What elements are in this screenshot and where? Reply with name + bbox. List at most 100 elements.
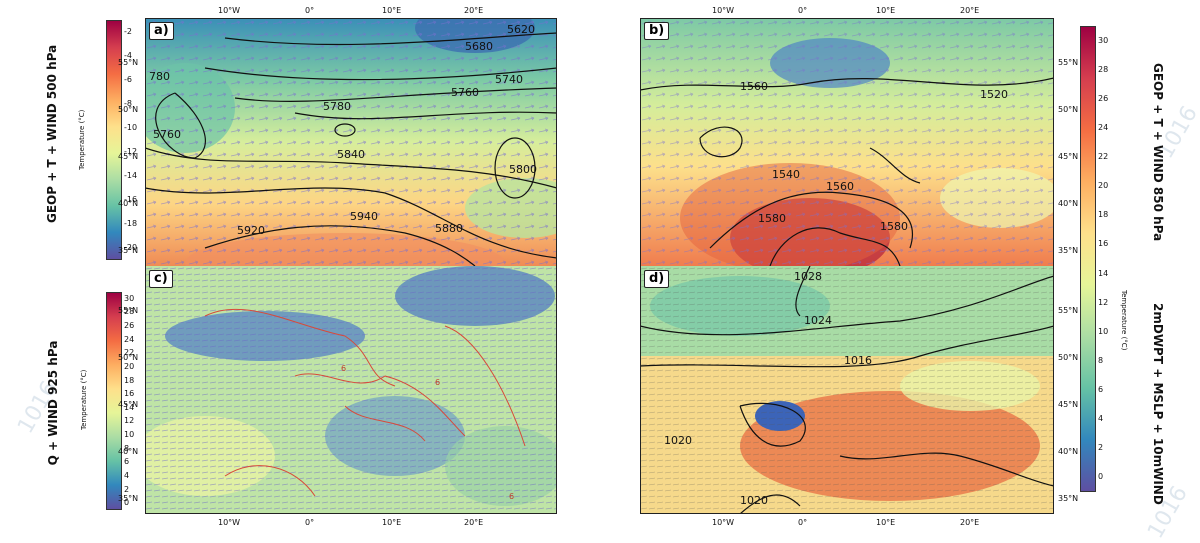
lat-tick: 45°N: [118, 152, 139, 161]
lon-tick: 10°W: [218, 518, 241, 527]
lat-tick: 40°N: [118, 199, 139, 208]
lat-tick: 35°N: [118, 494, 139, 503]
colorbar-tick: 0: [124, 498, 130, 508]
lon-tick: 0°: [305, 6, 315, 15]
lon-tick: 0°: [305, 518, 315, 527]
colorbar-tick: 14: [1098, 268, 1109, 278]
contour-label: 5780: [323, 100, 351, 113]
contour-label: 6: [341, 364, 347, 373]
lat-tick: 45°N: [1058, 152, 1079, 161]
colorbar-tick: -18: [124, 219, 138, 228]
colorbar-tick: -10: [124, 123, 138, 132]
colorbar-tick: 26: [124, 321, 135, 331]
lat-tick: 50°N: [1058, 105, 1079, 114]
colorbar-tick: 18: [124, 375, 135, 385]
contour-label: 1016: [844, 354, 872, 367]
colorbar-tick: 28: [124, 307, 135, 317]
panel-b-label: b): [644, 22, 670, 40]
row2-left-title: Q + WIND 925 hPa: [46, 340, 60, 466]
colorbar-tick: 22: [124, 348, 135, 358]
colorbar-tick: 18: [1098, 210, 1109, 220]
row2-right-title: 2mDWPT + MSLP + 10mWIND: [1151, 303, 1165, 505]
colorbar-tick: 8: [1098, 355, 1104, 365]
colorbar-tick: 24: [1098, 122, 1109, 132]
lon-tick: 20°E: [464, 6, 484, 15]
colorbar-tick: 2: [124, 484, 130, 494]
contour-label: 1560: [826, 180, 854, 193]
colorbar-tick: 26: [1098, 93, 1109, 103]
colorbar-right: [1080, 26, 1096, 492]
colorbar-tick: 16: [124, 389, 135, 399]
colorbar-tick: 30: [124, 293, 135, 303]
lat-tick: 55°N: [118, 58, 139, 67]
contour-label: 780: [149, 70, 170, 83]
contour-label: 1560: [740, 80, 768, 93]
contour-label: 5760: [451, 86, 479, 99]
contour-label: 1020: [740, 494, 768, 507]
lat-tick: 35°N: [1058, 494, 1079, 503]
colorbar-tick: -12: [124, 147, 138, 156]
lon-tick: 20°E: [464, 518, 484, 527]
lon-tick: 10°W: [712, 6, 735, 15]
colorbar-right-label: Temperature (°C): [1120, 290, 1128, 351]
contour-label: 1580: [758, 212, 786, 225]
colorbar-tick: 24: [124, 334, 135, 344]
contour-label: 5840: [337, 148, 365, 161]
contour-label: 5800: [509, 163, 537, 176]
colorbar-c: [106, 292, 122, 510]
colorbar-tick: 22: [1098, 152, 1109, 162]
colorbar-a: [106, 20, 122, 260]
panel-d-label: d): [644, 270, 670, 288]
contour-label: 1028: [794, 270, 822, 283]
colorbar-tick: 4: [124, 470, 130, 480]
colorbar-tick: 14: [124, 402, 135, 412]
panel-c-map: c) 6 6 6: [145, 266, 557, 514]
lon-tick: 10°E: [382, 518, 402, 527]
lon-tick: 10°E: [876, 518, 896, 527]
panel-a-label: a): [149, 22, 174, 40]
contour-label: 1020: [664, 434, 692, 447]
contour-label: 5940: [350, 210, 378, 223]
colorbar-tick: 6: [124, 457, 130, 467]
contour-label: 1520: [980, 88, 1008, 101]
colorbar-tick: 2: [1098, 443, 1104, 453]
panel-d-map: d) 1028 1024 1016 1020 1020: [640, 266, 1054, 514]
colorbar-tick: -2: [124, 27, 132, 36]
contour-label: 1024: [804, 314, 832, 327]
lon-tick: 10°W: [712, 518, 735, 527]
lat-tick: 45°N: [118, 400, 139, 409]
colorbar-c-label: Temperature (°C): [80, 369, 88, 430]
lat-tick: 55°N: [1058, 306, 1079, 315]
lon-tick: 10°E: [876, 6, 896, 15]
panel-a-map: a) 5620 5680 5740 5760 780 5780 5760 584…: [145, 18, 557, 266]
colorbar-tick: 20: [1098, 181, 1109, 191]
lon-tick: 0°: [798, 6, 808, 15]
colorbar-tick: 0: [1098, 472, 1104, 482]
colorbar-tick: -4: [124, 51, 132, 60]
colorbar-tick: 4: [1098, 414, 1104, 424]
row1-left-title: GEOP + T + WIND 500 hPa: [45, 44, 59, 223]
colorbar-tick: 28: [1098, 64, 1109, 74]
panel-b-map: b) 1560 1520 1540 1560 1580 1580: [640, 18, 1054, 266]
colorbar-tick: 10: [124, 430, 135, 440]
colorbar-tick: 12: [1098, 297, 1109, 307]
lat-tick: 50°N: [1058, 353, 1079, 362]
contour-label: 1540: [772, 168, 800, 181]
contour-label: 5680: [465, 40, 493, 53]
colorbar-tick: -16: [124, 195, 138, 204]
lon-tick: 10°W: [218, 6, 241, 15]
contour-label: 5920: [237, 224, 265, 237]
contour-label: 5760: [153, 128, 181, 141]
lat-tick: 50°N: [118, 353, 139, 362]
colorbar-tick: 10: [1098, 326, 1109, 336]
colorbar-tick: 8: [124, 443, 130, 453]
colorbar-tick: 30: [1098, 35, 1109, 45]
contour-label: 1580: [880, 220, 908, 233]
panel-c-label: c): [149, 270, 173, 288]
colorbar-tick: 6: [1098, 385, 1104, 395]
lat-tick: 40°N: [118, 447, 139, 456]
lon-tick: 20°E: [960, 518, 980, 527]
lat-tick: 35°N: [1058, 246, 1079, 255]
colorbar-tick: -20: [124, 243, 138, 252]
lon-tick: 0°: [798, 518, 808, 527]
